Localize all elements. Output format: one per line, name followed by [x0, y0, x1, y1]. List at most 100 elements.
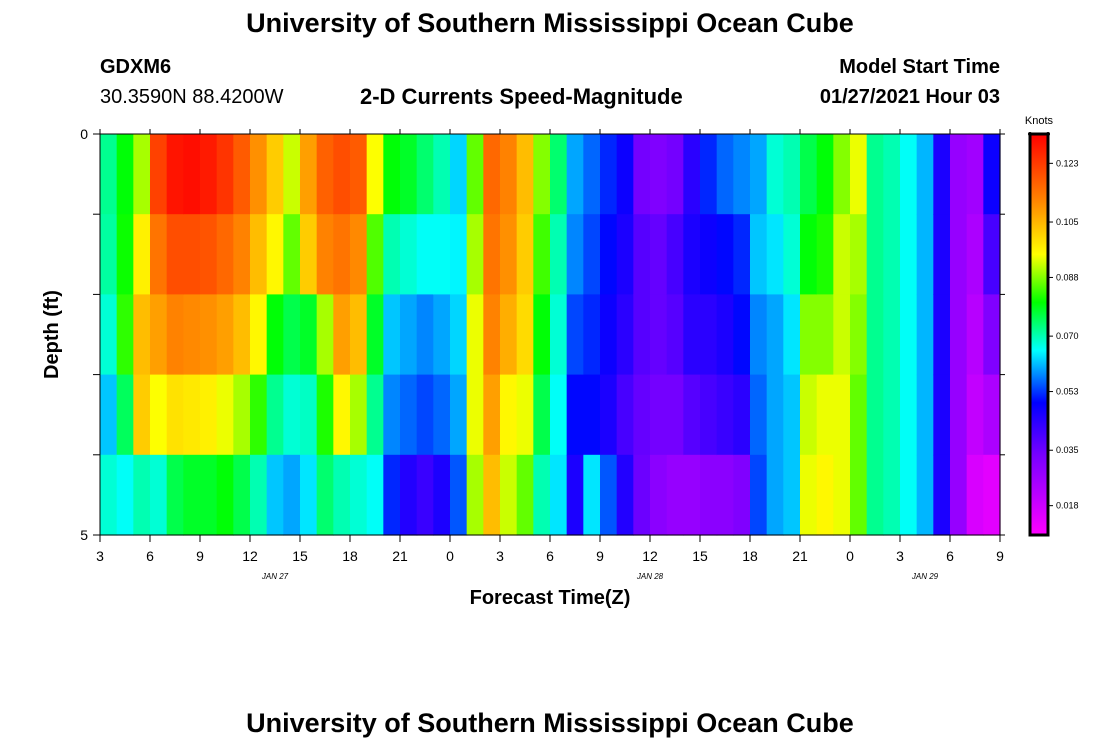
x-tick-label: 3 [896, 548, 904, 564]
x-tick-label: 21 [392, 548, 408, 564]
heatmap-cell [766, 374, 784, 456]
heatmap-cell [116, 374, 134, 456]
heatmap-cell [816, 134, 834, 215]
heatmap-cell [683, 214, 701, 295]
heatmap-cell [200, 294, 218, 376]
heatmap-cell [900, 454, 918, 536]
heatmap-cell [666, 214, 684, 295]
heatmap-cell [700, 454, 718, 536]
x-tick-label: 15 [292, 548, 308, 564]
heatmap-cell [500, 374, 518, 456]
heatmap-cell [266, 374, 284, 456]
heatmap-cell [600, 454, 618, 536]
heatmap-cell [850, 134, 868, 215]
heatmap-cell [716, 374, 734, 456]
heatmap-cell [133, 214, 151, 295]
x-tick-label: 12 [642, 548, 658, 564]
heatmap-cell [800, 294, 818, 376]
heatmap-cell [966, 454, 984, 536]
heatmap-cell [850, 294, 868, 376]
heatmap-cell [983, 374, 1001, 456]
heatmap-cell [916, 134, 934, 215]
heatmap-cell [366, 214, 384, 295]
heatmap-cell [350, 214, 368, 295]
x-tick-label: 21 [792, 548, 808, 564]
heatmap-cell [866, 214, 884, 295]
heatmap-cell [450, 134, 468, 215]
heatmap-cell [916, 214, 934, 295]
heatmap-cell [366, 294, 384, 376]
heatmap-cell [383, 454, 401, 536]
heatmap-cell [366, 454, 384, 536]
heatmap-cell [483, 294, 501, 376]
heatmap-cell [700, 374, 718, 456]
heatmap-cell [433, 374, 451, 456]
heatmap-cell [750, 374, 768, 456]
heatmap-cell [916, 294, 934, 376]
heatmap-cell [450, 374, 468, 456]
heatmap-cell [950, 294, 968, 376]
heatmap-cell [883, 294, 901, 376]
heatmap-cell [733, 134, 751, 215]
heatmap-cell [433, 294, 451, 376]
heatmap-cell [166, 134, 184, 215]
heatmap-cell [133, 134, 151, 215]
x-axis-title: Forecast Time(Z) [470, 587, 631, 609]
heatmap-cell [150, 134, 168, 215]
heatmap-cell [450, 294, 468, 376]
heatmap-cell [550, 294, 568, 376]
heatmap-cell [416, 374, 434, 456]
x-tick-label: 6 [946, 548, 954, 564]
heatmap-cell [516, 454, 534, 536]
heatmap-cell [533, 454, 551, 536]
heatmap-cell [333, 374, 351, 456]
heatmap-cell [883, 374, 901, 456]
colorbar-tick-label: 0.123 [1056, 158, 1079, 168]
heatmap-cell [450, 454, 468, 536]
x-axis-ticks: 3 6 9 12 15 18 21 0 3 6 9 12 15 18 21 0 3 6 9 [96, 129, 1004, 564]
heatmap-cell [966, 374, 984, 456]
heatmap-cell [583, 134, 601, 215]
heatmap-cell [566, 214, 584, 295]
heatmap-cell [166, 214, 184, 295]
heatmap-cell [200, 214, 218, 295]
heatmap-cell [733, 374, 751, 456]
heatmap-cell [433, 214, 451, 295]
heatmap-cell [600, 374, 618, 456]
heatmap-cell [400, 374, 418, 456]
heatmap-cell [650, 214, 668, 295]
heatmap-cell [533, 134, 551, 215]
heatmap-cell [333, 214, 351, 295]
heatmap-cell [633, 134, 651, 215]
heatmap-cell [216, 134, 234, 215]
heatmap-cell [566, 294, 584, 376]
heatmap-cell [516, 294, 534, 376]
heatmap-cell [300, 214, 318, 295]
heatmap-cell [250, 294, 268, 376]
heatmap-cell [733, 294, 751, 376]
heatmap-cell [716, 214, 734, 295]
heatmap-cell [950, 374, 968, 456]
heatmap-cell [633, 454, 651, 536]
heatmap-cell [266, 294, 284, 376]
heatmap-cell [466, 374, 484, 456]
heatmap-cell [266, 134, 284, 215]
heatmap-cell [933, 134, 951, 215]
heatmap-cell [866, 454, 884, 536]
heatmap-cell [466, 294, 484, 376]
heatmap-cell [466, 454, 484, 536]
date-label: JAN 29 [911, 572, 939, 581]
colorbar-tick-label: 0.035 [1056, 445, 1079, 455]
heatmap-cell [183, 454, 201, 536]
heatmap-cell [816, 214, 834, 295]
heatmap-cell [100, 134, 118, 215]
x-tick-label: 0 [846, 548, 854, 564]
heatmap-cell [950, 134, 968, 215]
heatmap-cell [316, 454, 334, 536]
heatmap-cell [850, 374, 868, 456]
heatmap-cell [933, 454, 951, 536]
heatmap-cell [800, 454, 818, 536]
heatmap-cell [416, 454, 434, 536]
heatmap-cell [150, 374, 168, 456]
heatmap-cell [783, 134, 801, 215]
